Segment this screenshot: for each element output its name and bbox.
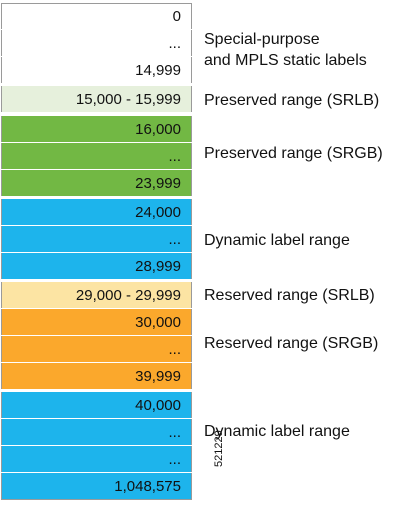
cell-divider [1, 335, 192, 336]
cell-divider [1, 225, 192, 226]
cell-divider [1, 362, 192, 363]
range-cell: 30,000 [1, 309, 192, 335]
preserved-srgb-label: Preserved range (SRGB) [204, 145, 383, 162]
range-cell: 29,000 - 29,999 [1, 282, 192, 308]
range-cell: 0 [1, 3, 192, 29]
range-cell: 28,999 [1, 253, 192, 279]
range-cell: 16,000 [1, 116, 192, 142]
cell-divider [1, 279, 192, 282]
cell-divider [1, 112, 192, 116]
range-cell: ... [1, 226, 192, 252]
dynamic-range-label-2: Dynamic label range [204, 423, 350, 440]
cell-divider [1, 252, 192, 253]
reserved-srlb-label: Reserved range (SRLB) [204, 287, 375, 304]
cell-divider [1, 472, 192, 473]
special-purpose-label: Special-purpose and MPLS static labels [204, 31, 367, 69]
reserved-srgb-label: Reserved range (SRGB) [204, 335, 379, 352]
cell-divider [1, 29, 192, 30]
cell-divider [1, 142, 192, 143]
cell-divider [1, 418, 192, 419]
range-cell: 40,000 [1, 392, 192, 418]
range-cell: 1,048,575 [1, 473, 192, 499]
cell-divider [1, 83, 192, 86]
cell-divider [1, 196, 192, 199]
cell-divider [1, 389, 192, 392]
range-cell: ... [1, 446, 192, 472]
frame-line [1, 499, 192, 500]
cell-divider [1, 308, 192, 309]
cell-divider [1, 56, 192, 57]
preserved-srlb-label: Preserved range (SRLB) [204, 92, 380, 109]
range-cell: 15,000 - 15,999 [1, 86, 192, 112]
range-cell: ... [1, 336, 192, 362]
range-cell: ... [1, 30, 192, 56]
cell-divider [1, 169, 192, 170]
figure-id: 521229 [213, 430, 225, 467]
range-cell: 14,999 [1, 57, 192, 83]
range-cell: ... [1, 419, 192, 445]
range-cell: 24,000 [1, 199, 192, 225]
dynamic-range-label-1: Dynamic label range [204, 232, 350, 249]
range-cell: ... [1, 143, 192, 169]
cell-divider [1, 445, 192, 446]
range-cell: 39,999 [1, 363, 192, 389]
frame-line [1, 3, 192, 4]
range-cell: 23,999 [1, 170, 192, 196]
